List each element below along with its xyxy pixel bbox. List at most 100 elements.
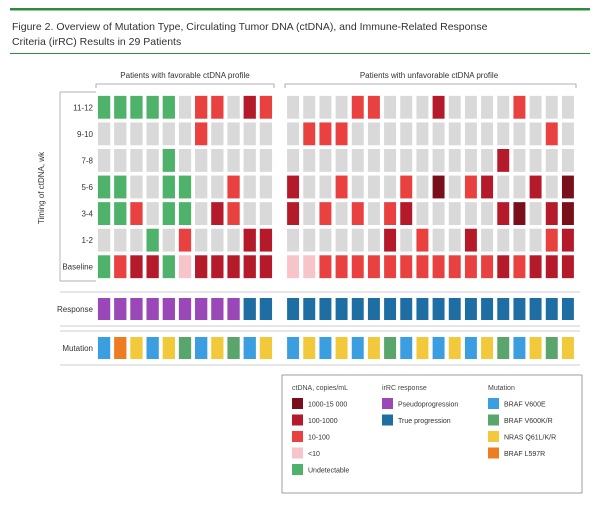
heatmap-cell xyxy=(227,175,240,199)
figure-title-rule xyxy=(10,53,590,54)
response-cell xyxy=(146,298,159,320)
heatmap-cell xyxy=(545,149,558,172)
heatmap-cell xyxy=(243,228,256,252)
mutation-cell xyxy=(384,337,397,359)
heatmap-cell xyxy=(561,228,574,252)
heatmap-cell xyxy=(464,95,477,119)
heatmap-cell xyxy=(367,122,380,146)
mutation-cell xyxy=(162,337,175,359)
y-axis-label: Timing of ctDNA, wk xyxy=(37,151,46,224)
heatmap-cell xyxy=(97,228,111,252)
heatmap-cell xyxy=(227,202,240,225)
heatmap-cell xyxy=(335,202,348,225)
heatmap-cell xyxy=(416,122,429,146)
mutation-cell xyxy=(448,337,461,359)
heatmap-cell xyxy=(432,122,445,146)
legend-ctdna-swatch xyxy=(292,447,303,459)
legend-mutation-swatch xyxy=(488,431,499,442)
response-cell xyxy=(464,298,477,320)
heatmap-cell xyxy=(513,95,526,119)
response-cell xyxy=(448,298,461,320)
legend-ctdna-label: 1000-15 000 xyxy=(308,402,347,409)
legend-ctdna-swatch xyxy=(292,398,303,409)
heatmap-cell xyxy=(448,175,461,199)
mutation-cell xyxy=(130,337,143,359)
heatmap-cell xyxy=(319,95,332,119)
mutation-cell xyxy=(259,337,273,359)
heatmap-cell xyxy=(178,149,192,172)
response-cell xyxy=(162,298,175,320)
mutation-cell xyxy=(400,337,413,359)
heatmap-cell xyxy=(303,95,316,119)
heatmap-cell xyxy=(448,122,461,146)
mutation-cell xyxy=(561,337,574,359)
heatmap-cell xyxy=(545,255,558,279)
heatmap-cell xyxy=(529,122,542,146)
response-cell xyxy=(497,298,510,320)
mutation-cell xyxy=(287,337,300,359)
heatmap-cell xyxy=(211,149,224,172)
legend-mutation-swatch xyxy=(488,414,499,426)
heatmap-cell xyxy=(529,149,542,172)
heatmap-cell xyxy=(243,255,256,279)
heatmap-cell xyxy=(545,228,558,252)
heatmap-cell xyxy=(384,175,397,199)
heatmap-cell xyxy=(464,175,477,199)
heatmap-cell xyxy=(513,228,526,252)
heatmap-cell xyxy=(384,122,397,146)
heatmap-cell xyxy=(335,122,348,146)
heatmap-cell xyxy=(287,202,300,225)
heatmap-cell xyxy=(303,122,316,146)
heatmap-cell xyxy=(497,95,510,119)
heatmap-cell xyxy=(351,175,364,199)
heatmap-cell xyxy=(561,149,574,172)
legend-mutation-swatch xyxy=(488,447,499,459)
heatmap-cell xyxy=(114,255,127,279)
heatmap-cell xyxy=(464,202,477,225)
heatmap-cell xyxy=(162,122,175,146)
heatmap-cell xyxy=(211,228,224,252)
figure-top-rule xyxy=(10,8,590,11)
heatmap-cell xyxy=(243,202,256,225)
heatmap-cell xyxy=(259,175,273,199)
mutation-cell xyxy=(195,337,208,359)
heatmap-cell xyxy=(497,228,510,252)
group-bracket xyxy=(284,83,577,88)
response-cell xyxy=(513,298,526,320)
heatmap-cell xyxy=(259,202,273,225)
heatmap-cell xyxy=(178,95,192,119)
legend-response-title: irRC response xyxy=(382,385,427,392)
heatmap-cell xyxy=(146,202,159,225)
heatmap-cell xyxy=(211,175,224,199)
heatmap-cell xyxy=(162,202,175,225)
row-tick-label: 11-12 xyxy=(73,103,93,112)
mutation-cell xyxy=(513,337,526,359)
response-cell xyxy=(130,298,143,320)
heatmap-cell xyxy=(146,255,159,279)
row-tick-label: 3-4 xyxy=(81,210,93,219)
legend-mutation-label: BRAF L597R xyxy=(504,451,545,458)
heatmap-cell xyxy=(227,255,240,279)
heatmap-cell xyxy=(178,122,192,146)
heatmap-cell xyxy=(287,228,300,252)
heatmap-cell xyxy=(497,175,510,199)
legend-mutation-swatch xyxy=(488,398,499,409)
heatmap-cell xyxy=(146,228,159,252)
heatmap-cell xyxy=(178,255,192,279)
row-tick-label: 5-6 xyxy=(81,183,93,192)
mutation-cell xyxy=(335,337,348,359)
heatmap-cell xyxy=(97,149,111,172)
heatmap-cell xyxy=(529,175,542,199)
heatmap-cell xyxy=(497,149,510,172)
legend-mutation-label: NRAS Q61L/K/R xyxy=(504,435,556,442)
heatmap-cell xyxy=(259,149,273,172)
heatmap-cell xyxy=(335,149,348,172)
heatmap-marks: 11-12 9-10 7-8 5-6 3-4 1-2 Baseline xyxy=(59,83,580,366)
heatmap-cell xyxy=(162,228,175,252)
heatmap-cell xyxy=(529,95,542,119)
mutation-cell xyxy=(497,337,510,359)
figure-title-line1: Figure 2. Overview of Mutation Type, Cir… xyxy=(12,21,488,33)
heatmap-cell xyxy=(178,202,192,225)
response-cell xyxy=(178,298,192,320)
heatmap-cell xyxy=(162,95,175,119)
